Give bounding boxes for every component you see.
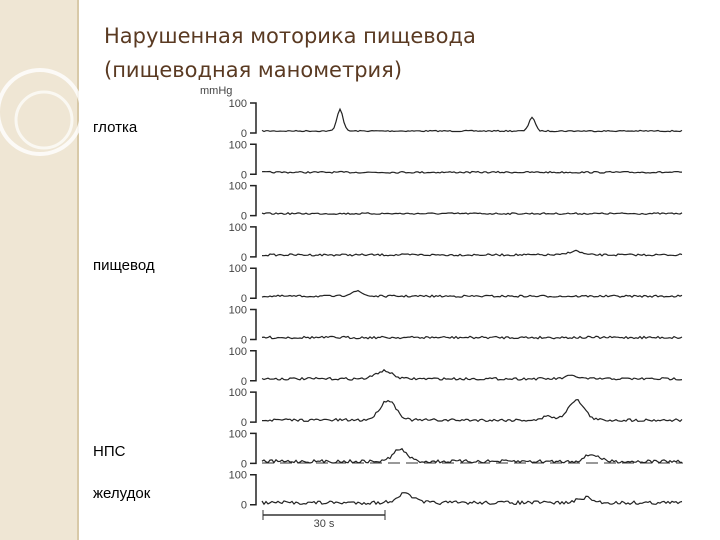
region-label: глотка xyxy=(93,119,138,136)
scale-top: 100 xyxy=(229,139,247,151)
title-line: (пищеводная манометрия) xyxy=(104,58,402,82)
region-label: желудок xyxy=(93,485,151,502)
scale-bottom: 0 xyxy=(241,500,247,512)
scale-bottom: 0 xyxy=(241,252,247,264)
unit-label: mmHg xyxy=(200,85,232,97)
scale-top: 100 xyxy=(229,305,247,317)
pressure-trace xyxy=(262,398,683,423)
pressure-trace xyxy=(261,289,683,298)
scale-bottom: 0 xyxy=(241,335,247,347)
pressure-trace xyxy=(261,170,682,174)
scale-top: 100 xyxy=(229,470,247,482)
scale-bracket xyxy=(250,226,257,258)
pressure-trace xyxy=(261,335,683,340)
scale-bottom: 0 xyxy=(241,458,247,470)
pressure-trace xyxy=(261,107,683,133)
scale-bottom: 0 xyxy=(241,211,247,223)
scale-bottom: 0 xyxy=(241,169,247,181)
scale-top: 100 xyxy=(229,428,247,440)
scale-bottom: 0 xyxy=(241,417,247,429)
pressure-trace xyxy=(261,368,683,381)
scale-bracket xyxy=(250,391,257,423)
scale-top: 100 xyxy=(229,346,247,358)
pressure-trace xyxy=(261,249,683,257)
scale-top: 100 xyxy=(229,98,247,110)
title-line: Нарушенная моторика пищевода xyxy=(104,24,476,48)
region-label: пищевод xyxy=(93,257,155,274)
decor-circle xyxy=(14,90,74,150)
scale-bracket xyxy=(250,473,257,506)
scale-top: 100 xyxy=(229,222,247,234)
decor-circle xyxy=(0,68,84,156)
scale-bracket xyxy=(250,350,257,382)
scale-bracket xyxy=(250,184,257,217)
scale-bracket xyxy=(250,143,257,176)
scale-bottom: 0 xyxy=(241,293,247,305)
scale-bracket xyxy=(250,102,257,134)
pressure-trace xyxy=(261,212,683,216)
time-label: 30 s xyxy=(314,518,335,530)
scale-bracket xyxy=(250,308,257,341)
pressure-trace xyxy=(261,447,683,464)
scale-top: 100 xyxy=(229,263,247,275)
scale-bottom: 0 xyxy=(241,376,247,388)
scale-bracket xyxy=(250,432,257,465)
scale-top: 100 xyxy=(229,181,247,193)
region-label: НПС xyxy=(93,443,126,460)
scale-top: 100 xyxy=(229,387,247,399)
scale-bracket xyxy=(250,267,257,299)
scale-bottom: 0 xyxy=(241,128,247,140)
side-strip xyxy=(0,0,78,540)
pressure-trace xyxy=(261,492,683,506)
